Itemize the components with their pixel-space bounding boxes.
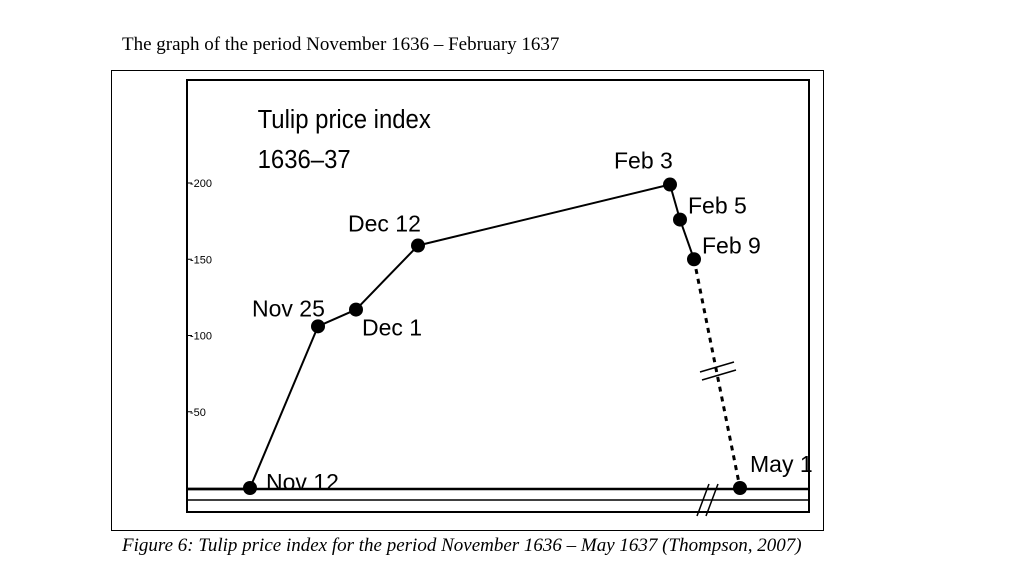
axis-break-mark	[705, 483, 719, 517]
series-break-mark	[701, 369, 737, 381]
data-point-labels: Nov 12 Nov 25 Dec 1 Dec 12 Feb 3 Feb 5 Feb 9 Ma…	[252, 148, 813, 495]
axis-break-marks	[696, 361, 737, 517]
point-label: Feb 9	[702, 232, 761, 258]
point-label: Dec 1	[362, 315, 422, 341]
point-label: Feb 3	[614, 148, 673, 174]
data-point	[311, 319, 325, 334]
y-ticks: -50 -100 -150 -200	[187, 178, 212, 419]
data-points	[243, 177, 747, 495]
page-heading: The graph of the period November 1636 – …	[122, 34, 560, 55]
price-series	[187, 183, 742, 491]
series-segment-1	[249, 325, 319, 489]
y-tick-label: -150	[190, 254, 212, 266]
series-segment-3	[355, 244, 419, 311]
point-label: May 1	[750, 451, 813, 477]
series-segment-4	[417, 183, 671, 247]
data-point	[349, 302, 363, 317]
data-point	[411, 238, 425, 253]
chart-title-line-1: Tulip price index	[258, 105, 432, 134]
data-point	[687, 252, 701, 267]
figure-frame	[111, 70, 824, 531]
point-label: Nov 12	[266, 469, 339, 495]
series-segment-7	[692, 258, 742, 489]
data-point	[663, 177, 677, 192]
point-label: Feb 5	[688, 193, 747, 219]
figure-caption: Figure 6: Tulip price index for the peri…	[122, 535, 802, 556]
axis-break-mark	[696, 483, 710, 517]
data-point	[733, 481, 747, 495]
point-label: Dec 12	[348, 211, 421, 237]
chart-title-line-2: 1636–37	[258, 145, 351, 174]
series-break-mark	[699, 361, 735, 373]
y-tick-label: -50	[190, 407, 206, 419]
point-label: Nov 25	[252, 295, 325, 321]
series-segment-6	[679, 219, 695, 260]
data-point	[673, 212, 687, 227]
y-tick-label: -200	[190, 178, 212, 190]
data-point	[243, 481, 257, 495]
y-tick-label: -100	[190, 331, 212, 343]
